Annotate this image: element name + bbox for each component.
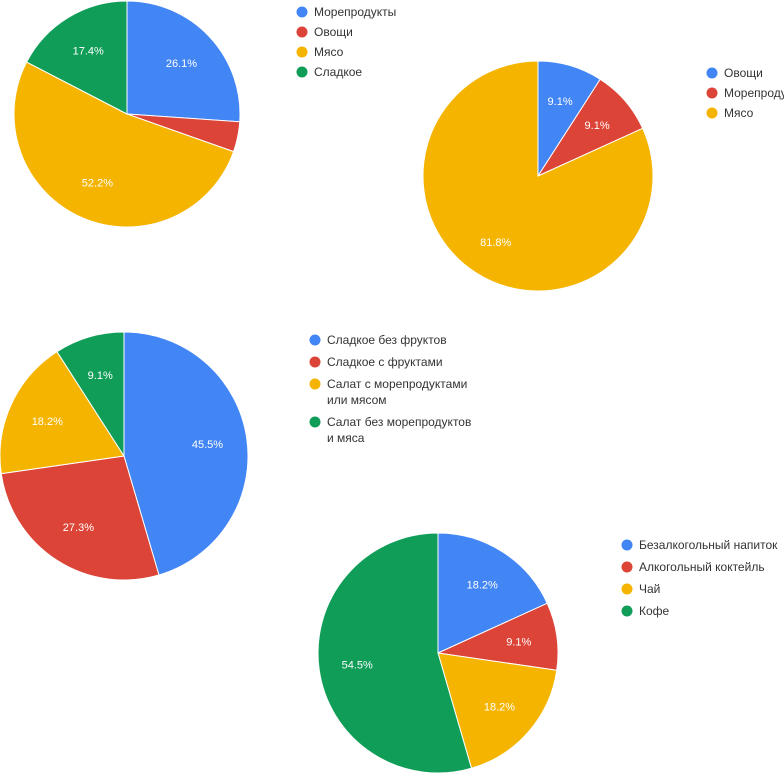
slice-data-label: 52.2% (82, 177, 113, 189)
legend-swatch-icon (309, 334, 321, 346)
legend-2: Овощи Морепроду Мясо (706, 66, 784, 120)
slice-data-label: 18.2% (484, 702, 515, 714)
legend-label: Морепроду (724, 86, 784, 100)
legend-label: Мясо (724, 106, 754, 120)
slice-data-label: 18.2% (467, 579, 498, 591)
legend-label: Мясо (314, 45, 344, 59)
pie-slice[interactable] (123, 331, 249, 576)
legend-label: Салат с морепродуктами (327, 377, 467, 391)
pie-chart-3: 45.5% 27.3% 18.2% 9.1% (0, 331, 249, 581)
legend-swatch-icon (296, 6, 308, 18)
slice-data-label: 26.1% (166, 58, 197, 70)
slice-data-label: 27.3% (63, 522, 94, 534)
pie-slice[interactable] (317, 532, 473, 774)
pie-slice[interactable] (0, 455, 160, 581)
legend-label: Сладкое без фруктов (327, 333, 447, 347)
legend-swatch-icon (296, 46, 308, 58)
legend-label: Салат без морепродуктов (327, 415, 471, 429)
pie-slice[interactable] (437, 652, 558, 769)
pie-slice[interactable] (56, 331, 125, 458)
legend-swatch-icon (621, 539, 633, 551)
legend-1: Морепродукты Овощи Мясо Сладкое (296, 5, 396, 79)
legend-4: Безалкогольный напиток Алкогольный коктей… (621, 538, 778, 618)
pie-slice[interactable] (13, 61, 235, 228)
legend-swatch-icon (706, 107, 718, 119)
legend-3: Сладкое без фруктов Сладкое с фруктами Сал… (309, 333, 471, 445)
slice-data-label: 9.1% (548, 96, 573, 108)
legend-swatch-icon (621, 561, 633, 573)
legend-swatch-icon (296, 26, 308, 38)
pie-chart-2: 9.1% 9.1% 81.8% (422, 60, 654, 292)
legend-label: Овощи (724, 66, 763, 80)
legend-label: и мяса (327, 431, 365, 445)
legend-label: или мясом (327, 393, 387, 407)
pie-slice[interactable] (25, 0, 128, 115)
legend-swatch-icon (309, 416, 321, 428)
slice-data-label: 54.5% (342, 660, 373, 672)
legend-label: Сладкое с фруктами (327, 355, 443, 369)
pie-slice[interactable] (422, 60, 654, 292)
legend-label: Овощи (314, 25, 353, 39)
legend-label: Чай (639, 582, 660, 596)
slice-data-label: 9.1% (506, 637, 531, 649)
pie-slice[interactable] (0, 350, 125, 475)
legend-label: Безалкогольный напиток (639, 538, 778, 552)
legend-label: Кофе (639, 604, 670, 618)
slice-data-label: 9.1% (88, 370, 113, 382)
legend-swatch-icon (621, 605, 633, 617)
legend-swatch-icon (309, 378, 321, 390)
slice-data-label: 18.2% (32, 416, 63, 428)
legend-swatch-icon (309, 356, 321, 368)
legend-swatch-icon (706, 87, 718, 99)
legend-label: Алкогольный коктейль (639, 560, 765, 574)
legend-swatch-icon (706, 67, 718, 79)
pie-chart-4: 18.2% 9.1% 18.2% 54.5% (317, 532, 559, 774)
slice-data-label: 81.8% (480, 237, 511, 249)
pie-slice[interactable] (126, 0, 241, 123)
legend-label: Сладкое (314, 65, 362, 79)
legend-swatch-icon (296, 66, 308, 78)
legend-swatch-icon (621, 583, 633, 595)
slice-data-label: 9.1% (585, 120, 610, 132)
pie-chart-1: 26.1% 52.2% 17.4% (13, 0, 241, 228)
legend-label: Морепродукты (314, 5, 396, 19)
slice-data-label: 45.5% (192, 439, 223, 451)
slice-data-label: 17.4% (73, 45, 104, 57)
pie-slice[interactable] (437, 532, 548, 654)
